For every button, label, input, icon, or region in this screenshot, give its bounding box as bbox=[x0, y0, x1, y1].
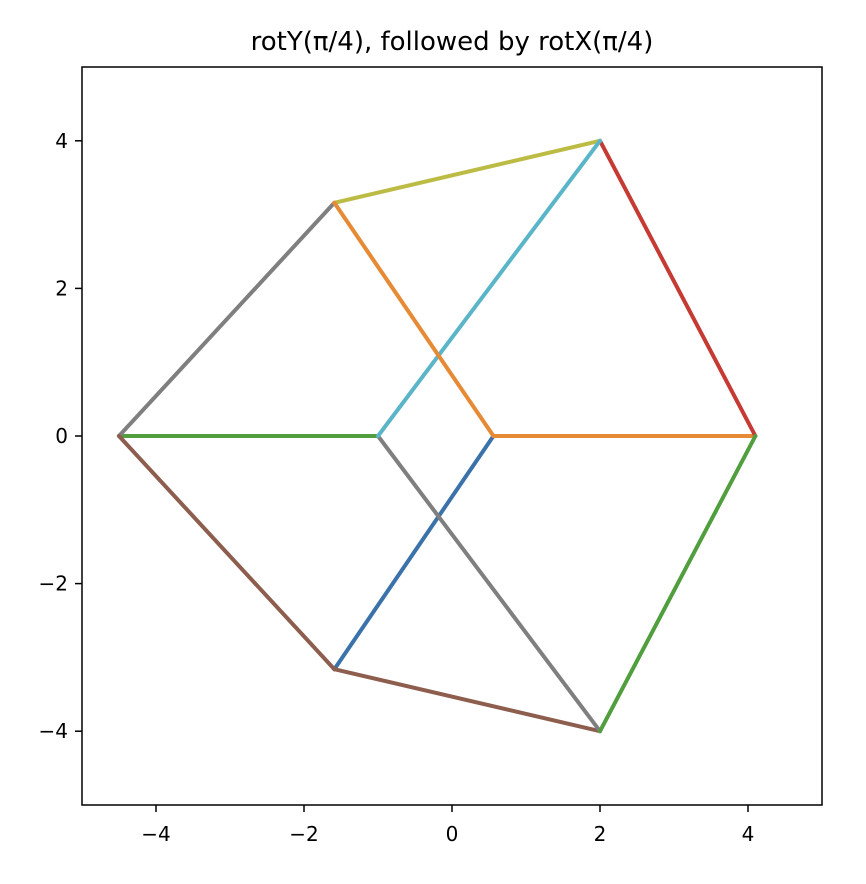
edge-line-12 bbox=[332, 200, 496, 438]
y-tick-label: −2 bbox=[39, 572, 68, 596]
x-tick-label: 2 bbox=[594, 822, 607, 846]
chart-title: rotY(π/4), followed by rotX(π/4) bbox=[251, 27, 654, 57]
x-tick-label: −4 bbox=[141, 822, 170, 846]
x-axis: −4 −2 0 2 4 bbox=[141, 805, 754, 846]
edge-line-11 bbox=[598, 434, 758, 734]
edge-line-7 bbox=[376, 434, 602, 734]
edge-line-1 bbox=[332, 434, 496, 672]
chart-lines bbox=[117, 138, 758, 734]
edge-line-6 bbox=[117, 200, 337, 438]
y-axis: −4 −2 0 2 4 bbox=[39, 129, 82, 743]
x-tick-label: 0 bbox=[446, 822, 459, 846]
x-tick-label: −2 bbox=[289, 822, 318, 846]
y-tick-label: 4 bbox=[55, 129, 68, 153]
x-tick-label: 4 bbox=[742, 822, 755, 846]
y-tick-label: 2 bbox=[55, 276, 68, 300]
edge-line-4 bbox=[598, 138, 758, 438]
edge-line-9 bbox=[376, 138, 602, 438]
y-tick-label: −4 bbox=[39, 719, 68, 743]
edge-line-5 bbox=[332, 667, 602, 734]
y-tick-label: 0 bbox=[55, 424, 68, 448]
edge-line-8 bbox=[332, 138, 602, 205]
edge-line-10 bbox=[117, 434, 337, 672]
